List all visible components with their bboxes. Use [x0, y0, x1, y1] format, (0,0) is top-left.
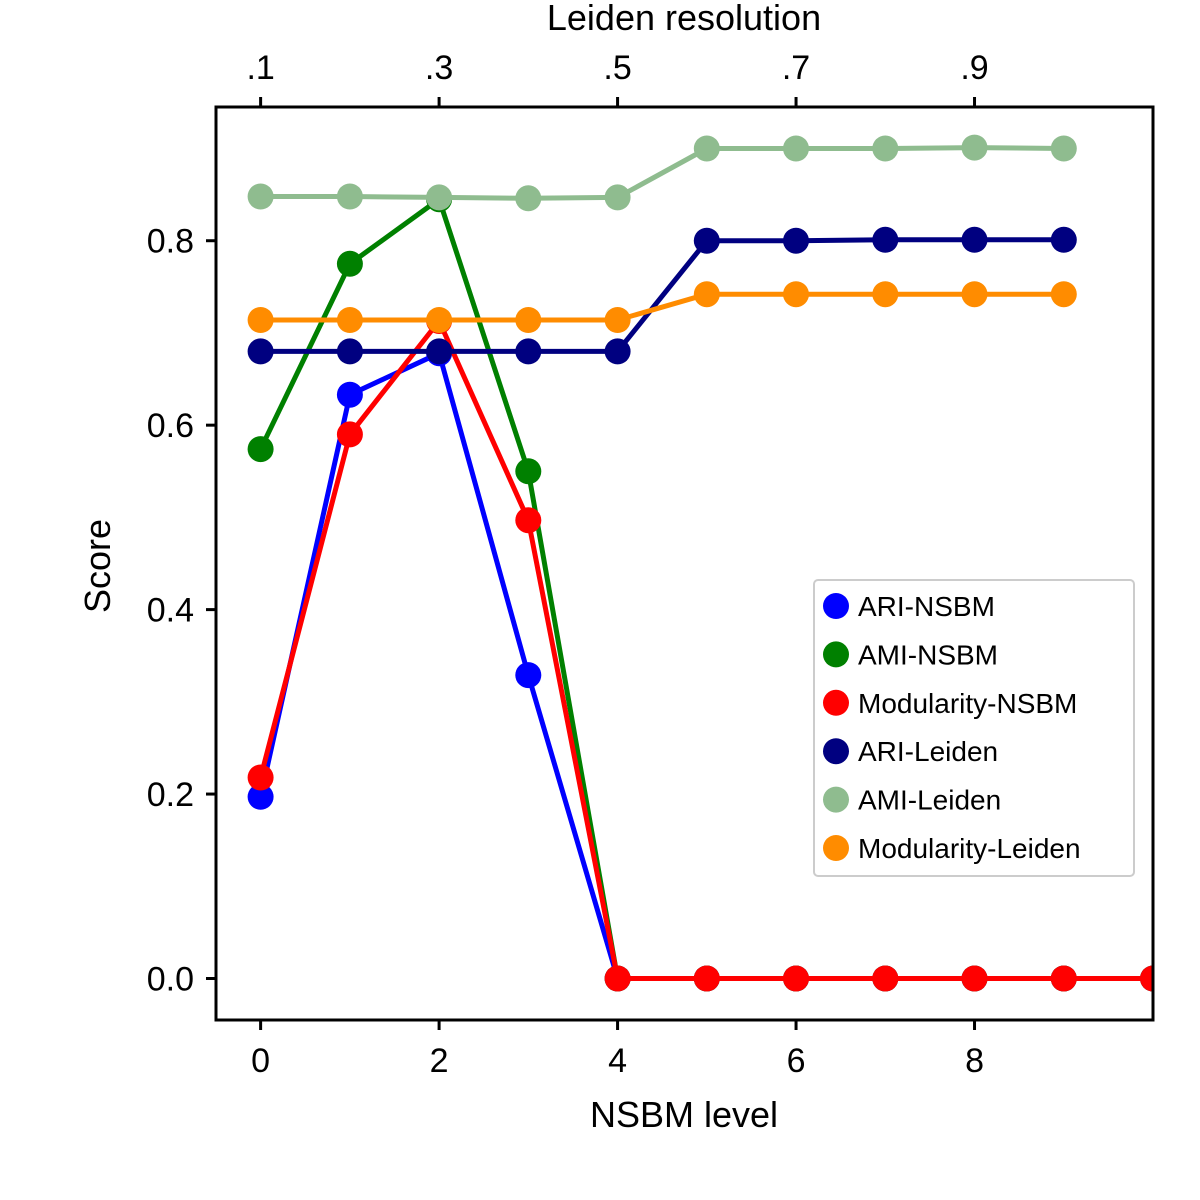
x-tick-label: 4 [608, 1042, 627, 1080]
legend-label: Modularity-Leiden [858, 833, 1081, 864]
point-ami-leiden [426, 184, 453, 211]
point-ari-leiden [426, 338, 453, 365]
point-ami-leiden [336, 183, 363, 210]
point-ari-leiden [604, 338, 631, 365]
point-ari-nsbm [515, 662, 542, 689]
y-axis-title: Score [77, 519, 118, 613]
y-tick-label: 0.6 [147, 407, 194, 445]
point-ami-leiden [872, 135, 899, 162]
series-layer [247, 134, 1153, 992]
legend: ARI-NSBM AMI-NSBM Modularity-NSBM ARI-Leide… [813, 579, 1135, 877]
top-x-tick-label: .3 [425, 49, 453, 87]
point-ari-nsbm [336, 381, 363, 408]
legend-marker [823, 593, 849, 619]
point-modularity-leiden [693, 281, 720, 308]
series-line-modularity-leiden [260, 291, 1064, 323]
point-ari-leiden [515, 338, 542, 365]
x-tick-label: 2 [430, 1042, 449, 1080]
point-modularity-leiden [336, 307, 363, 333]
point-modularity-nsbm [783, 965, 809, 992]
point-ari-leiden [783, 227, 809, 254]
top-x-tick-label: .1 [246, 49, 274, 87]
legend-label: AMI-Leiden [858, 785, 1001, 816]
top-x-tick-label: .9 [960, 49, 988, 87]
point-modularity-leiden [961, 281, 988, 308]
point-modularity-nsbm [961, 965, 988, 992]
point-ami-nsbm [247, 436, 274, 463]
point-modularity-nsbm [1140, 965, 1153, 992]
legend-marker [823, 738, 849, 765]
point-modularity-nsbm [693, 965, 720, 992]
top-x-tick-label: .7 [782, 49, 810, 87]
point-modularity-leiden [604, 307, 631, 333]
series-line-ami-leiden [260, 145, 1064, 201]
point-ari-leiden [872, 226, 899, 253]
point-ami-leiden [961, 134, 988, 161]
legend-marker [823, 786, 849, 813]
legend-label: AMI-NSBM [858, 639, 998, 670]
point-ami-leiden [1050, 135, 1077, 162]
point-modularity-nsbm [872, 965, 899, 992]
x-tick-label: 0 [251, 1042, 270, 1080]
x-axis-title: NSBM level [590, 1094, 778, 1135]
y-tick-label: 0.4 [147, 592, 194, 630]
point-ami-nsbm [336, 250, 363, 277]
point-ami-nsbm [515, 458, 542, 485]
point-modularity-leiden [426, 307, 453, 333]
point-ari-leiden [336, 338, 363, 365]
y-tick-label: 0.8 [147, 223, 194, 261]
legend-label: ARI-Leiden [858, 736, 998, 767]
point-modularity-nsbm [336, 421, 363, 448]
x-tick-label: 6 [787, 1042, 806, 1080]
legend-label: Modularity-NSBM [858, 688, 1077, 719]
top-x-tick-label: .5 [603, 49, 631, 87]
legend-box [813, 579, 1135, 877]
point-modularity-nsbm [1050, 965, 1077, 992]
point-ari-leiden [693, 227, 720, 254]
point-ari-nsbm [247, 783, 274, 810]
point-modularity-leiden [515, 307, 542, 333]
point-ari-leiden [1050, 226, 1077, 253]
point-ami-leiden [783, 135, 809, 162]
y-tick-label: 0.2 [147, 776, 194, 814]
legend-marker [823, 641, 849, 668]
point-ami-leiden [693, 135, 720, 162]
point-ami-leiden [604, 184, 631, 211]
ticks-layer: 0 2 4 6 8 .1 .3 .5 .7 .9 0.0 0.2 0.4 0.6 0.8 [147, 49, 989, 1080]
point-modularity-leiden [872, 281, 899, 308]
legend-marker [823, 835, 849, 861]
top-axis-title: Leiden resolution [547, 0, 821, 38]
point-ami-leiden [247, 183, 274, 210]
point-modularity-leiden [783, 281, 809, 308]
x-tick-label: 8 [965, 1042, 984, 1080]
point-modularity-leiden [1050, 281, 1077, 308]
point-modularity-leiden [247, 307, 274, 333]
series-line-ari-leiden [260, 237, 1064, 354]
plot-frame [214, 105, 1155, 1022]
point-ami-leiden [515, 185, 542, 212]
legend-marker [823, 689, 849, 716]
y-tick-label: 0.0 [147, 961, 194, 999]
point-modularity-nsbm [247, 764, 274, 791]
point-ari-leiden [247, 338, 274, 365]
legend-label: ARI-NSBM [858, 591, 995, 622]
point-ari-leiden [961, 226, 988, 253]
point-modularity-nsbm [515, 507, 542, 534]
point-modularity-nsbm [604, 965, 631, 992]
